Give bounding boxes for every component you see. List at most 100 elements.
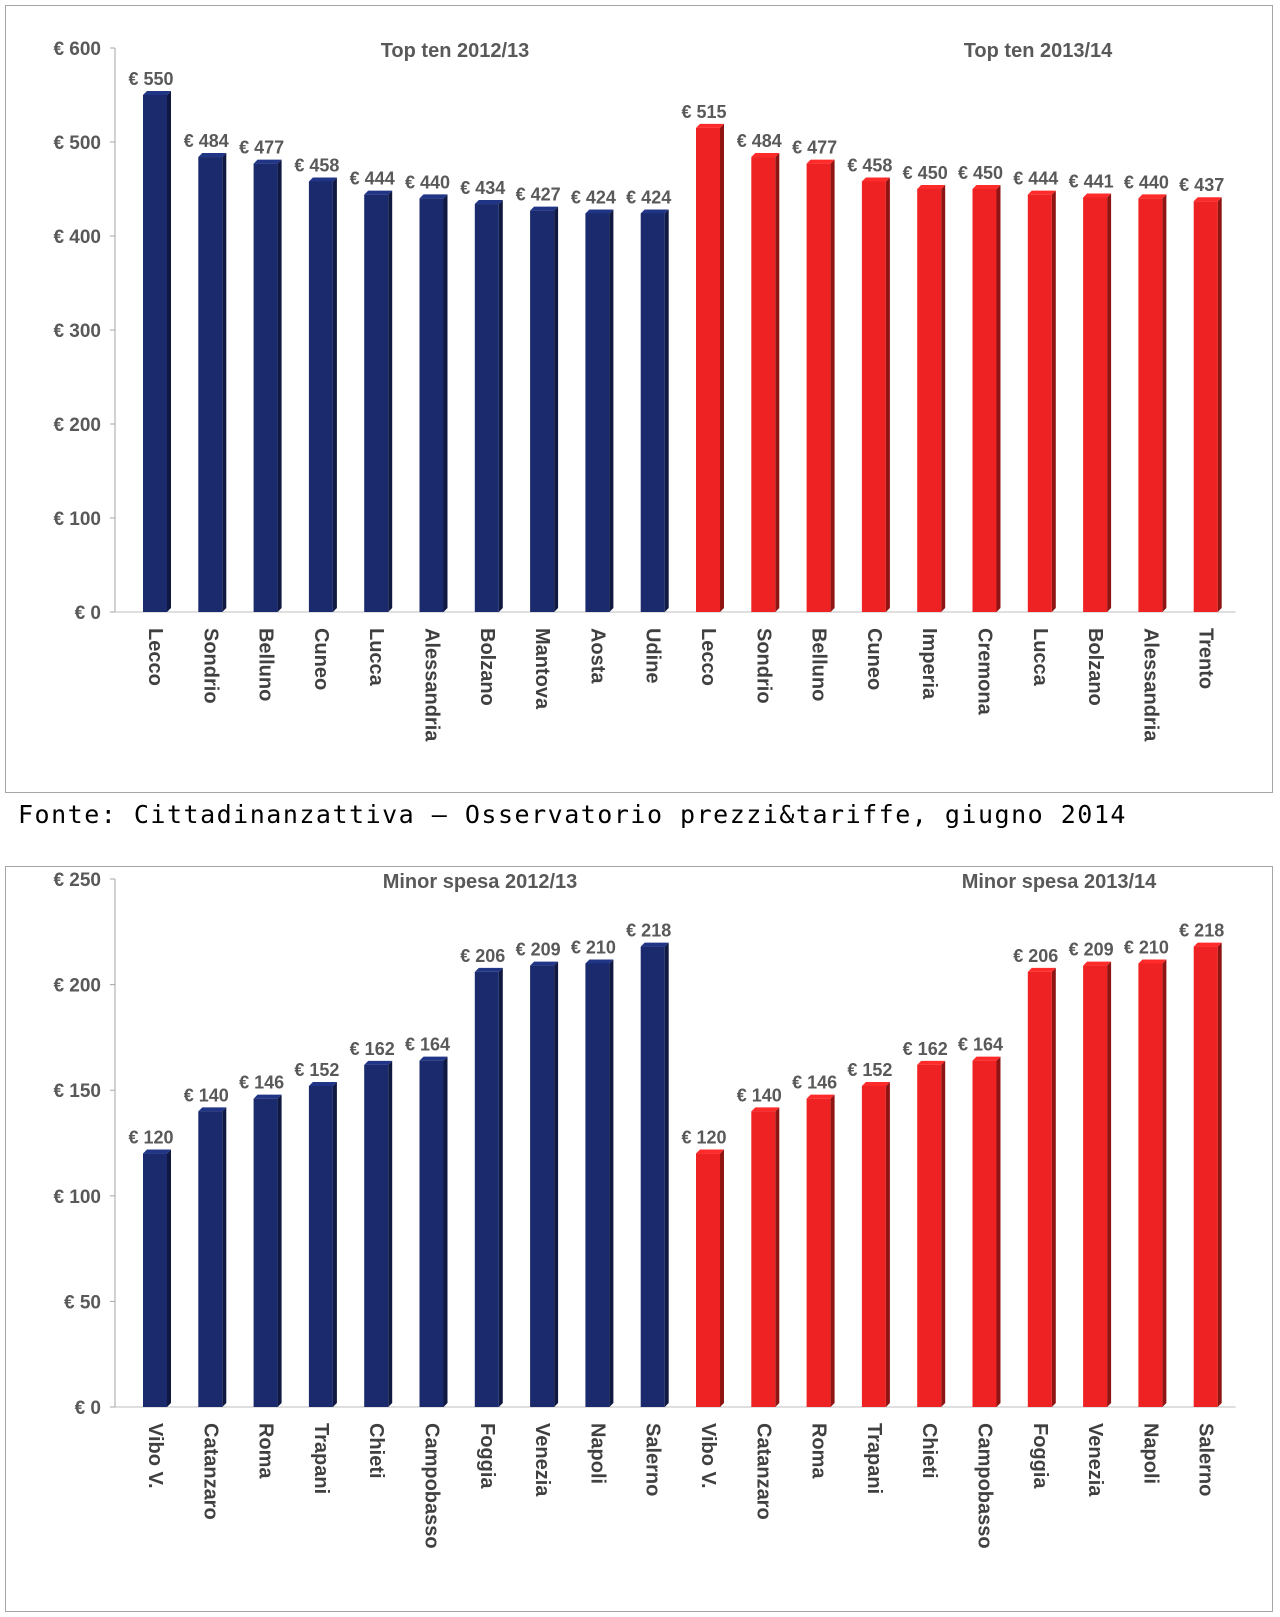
top-bar-top [1138,194,1167,199]
top-value-label: € 427 [516,185,561,205]
bottom-bar-front [419,1060,444,1407]
top-value-label: € 424 [626,187,671,207]
top-bar [696,123,724,613]
top-value-label: € 458 [847,155,892,175]
bottom-bar [530,961,559,1407]
top-bar-top [253,159,282,164]
top-bar-side [167,91,171,612]
top-value-label: € 437 [1179,175,1224,195]
bottom-bar-front [308,1085,333,1407]
top-bar-top [143,91,171,95]
top-bar-top [861,177,890,182]
bottom-value-label: € 162 [350,1039,395,1059]
top-value-label: € 440 [1124,172,1169,192]
top-bar-front [1027,194,1052,612]
bottom-bar [640,942,669,1407]
top-bar-side [1162,194,1167,612]
top-bar-side [941,185,946,612]
bottom-bar-front [198,1111,223,1407]
bottom-category-label: Campobasso [974,1423,996,1549]
bottom-bar-top [308,1081,337,1086]
bottom-value-label: € 209 [516,940,561,960]
bottom-category-label: Foggia [1029,1423,1051,1489]
top-category-label: Belluno [255,628,277,701]
top-value-label: € 450 [903,163,948,183]
bottom-value-label: € 140 [737,1085,782,1105]
top-category-label: Trento [1195,628,1217,689]
top-bar [917,185,946,612]
bottom-bar-front [253,1098,278,1407]
bottom-category-label: Catanzaro [199,1423,221,1520]
top-bar-top [1083,193,1112,198]
bottom-bar-side [332,1081,337,1407]
bottom-bar-front [917,1064,942,1407]
top-category-label: Lecco [697,628,719,686]
top-y-tick-label: € 300 [53,321,101,342]
bottom-bar-side [720,1149,724,1407]
top-bar [640,209,669,612]
top-bar-front [640,213,665,612]
top-group-title: Top ten 2012/13 [381,40,530,62]
top-bar-side [885,177,890,613]
top-bar-top [364,190,393,195]
bottom-y-tick-label: € 150 [53,1081,101,1102]
bottom-value-label: € 140 [184,1085,229,1105]
top-y-tick-label: € 500 [53,133,101,154]
bottom-value-label: € 120 [128,1128,173,1148]
bottom-bar-side [554,961,559,1407]
top-value-label: € 484 [184,131,229,151]
bottom-bar-top [419,1056,448,1061]
bottom-bar-top [253,1094,282,1099]
bottom-bar-top [1083,961,1112,966]
bottom-value-label: € 120 [681,1128,726,1148]
bottom-bar-side [498,967,503,1407]
bottom-bar [308,1081,337,1407]
top-bar-side [554,206,559,612]
top-bar [1138,194,1167,612]
top-value-label: € 450 [958,163,1003,183]
top-bar-side [720,123,724,613]
top-bar-top [585,209,614,214]
bottom-bar-side [1107,961,1112,1407]
top-bar-side [443,194,448,612]
top-value-label: € 424 [571,187,616,207]
top-bar-front [751,157,776,613]
bottom-y-tick-label: € 200 [53,976,101,997]
top-value-label: € 550 [128,69,173,89]
top-bar [806,159,835,612]
top-bar [474,200,503,613]
top-bar [972,185,1001,612]
bottom-bar-top [861,1081,890,1086]
bottom-bar-side [167,1149,171,1407]
top-value-label: € 444 [350,169,395,189]
bottom-bar-front [364,1064,389,1407]
bottom-bar [751,1107,780,1407]
bottom-bar-front [474,971,499,1407]
top-bar-side [1107,193,1112,612]
bottom-category-label: Roma [808,1423,830,1479]
top-category-label: Imperia [918,628,940,700]
bottom-bar-top [640,942,669,947]
bottom-bar [253,1094,282,1407]
bottom-bar-side [1162,959,1167,1407]
top-category-label: Udine [642,628,664,684]
bottom-bar [1193,942,1222,1407]
bottom-bar-side [885,1081,890,1407]
bottom-bar-front [1083,965,1108,1407]
top-value-label: € 434 [460,178,505,198]
bottom-bar-side [775,1107,780,1407]
bottom-bar-side [388,1060,393,1407]
bottom-bar [198,1107,227,1407]
top-category-label: Bolzano [1084,628,1106,706]
top-bar [1193,197,1222,612]
bottom-category-label: Napoli [1139,1423,1161,1484]
top-bar-top [751,153,780,158]
chart-top-ten-plot: € 0 € 100 € 200 € 300 € 400 € 500 € 600 Top ten… [53,39,1236,742]
bottom-bar-front [806,1098,831,1407]
top-bar-front [806,163,831,612]
top-y-tick-label: € 200 [53,415,101,436]
top-bar-side [664,209,669,612]
top-bar-front [419,198,444,612]
bottom-bar [972,1056,1001,1407]
top-bar-side [609,209,614,612]
